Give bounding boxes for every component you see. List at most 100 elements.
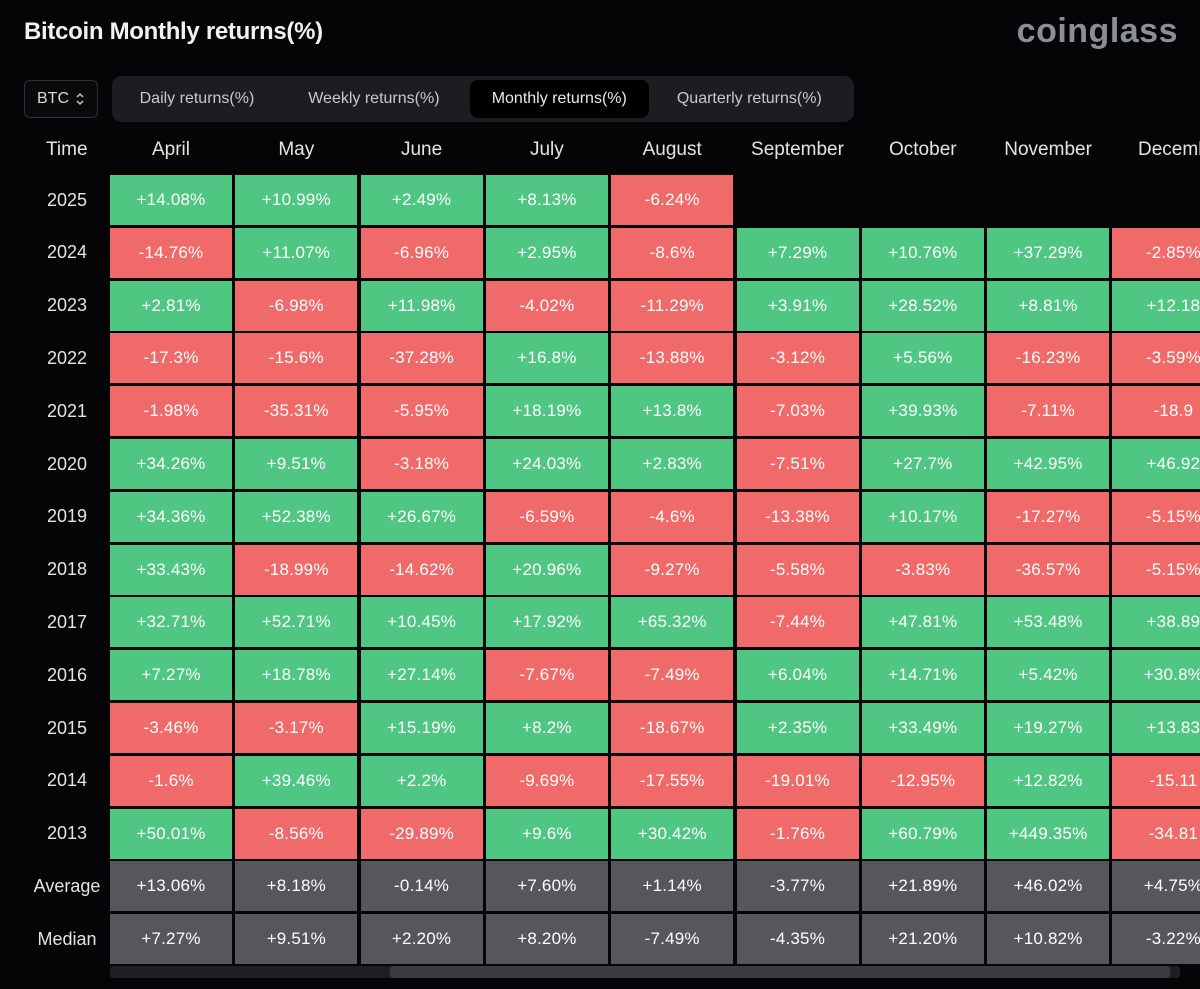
stat-cell: +8.18% xyxy=(235,861,358,912)
return-cell: +39.46% xyxy=(235,755,358,806)
return-cell: -13.88% xyxy=(611,333,734,384)
return-cell: -3.46% xyxy=(110,703,232,753)
return-cell: -1.98% xyxy=(110,386,232,437)
monthly-returns-table: Time April May June July August September Octo… xyxy=(0,128,1200,968)
return-cell: -12.95% xyxy=(861,755,984,806)
return-cell xyxy=(1112,175,1200,225)
return-cell: -2.85% xyxy=(1112,227,1200,278)
month-header[interactable]: April xyxy=(151,139,190,160)
tab-monthly-returns[interactable]: Monthly returns(%) xyxy=(469,80,649,118)
table-row: 2018 +33.43% -18.99% -14.62% +20.96% -9.27% -5… xyxy=(0,544,1200,595)
tab-quarterly-returns[interactable]: Quarterly returns(%) xyxy=(676,90,822,107)
return-cell xyxy=(737,175,859,225)
stat-cell: +21.20% xyxy=(861,914,984,965)
return-cell: +11.98% xyxy=(360,280,483,331)
return-cell: -37.28% xyxy=(360,333,483,384)
stat-row: Median +7.27% +9.51% +2.20% +8.20% -7.49% -4.3… xyxy=(0,914,1200,965)
month-header[interactable]: June xyxy=(400,139,443,160)
return-cell: -7.67% xyxy=(485,650,608,701)
return-cell: +24.03% xyxy=(485,439,608,489)
return-cell: +2.2% xyxy=(360,755,483,806)
year-label: 2013 xyxy=(46,823,88,844)
return-cell: -13.38% xyxy=(736,491,859,542)
stat-cell: +7.60% xyxy=(485,861,608,912)
month-header[interactable]: Decemb xyxy=(1138,139,1200,160)
year-label: 2023 xyxy=(46,295,88,316)
year-label: 2015 xyxy=(46,717,88,738)
return-cell: -17.27% xyxy=(987,491,1110,542)
stat-cell: +7.27% xyxy=(110,914,232,965)
return-cell: +32.71% xyxy=(110,597,232,648)
stat-cell: +2.20% xyxy=(360,914,483,965)
return-cell: +50.01% xyxy=(110,808,232,859)
return-cell: -7.51% xyxy=(736,439,859,489)
return-cell: -5.15% xyxy=(1112,491,1200,542)
return-cell: +9.6% xyxy=(485,808,608,859)
month-header[interactable]: May xyxy=(278,139,315,160)
return-cell: +10.17% xyxy=(861,491,984,542)
tab-daily-returns[interactable]: Daily returns(%) xyxy=(139,90,255,107)
month-header[interactable]: August xyxy=(642,139,702,160)
return-cell: -3.83% xyxy=(861,544,984,595)
return-cell: +13.83 xyxy=(1112,703,1200,753)
return-cell: +38.89 xyxy=(1112,597,1200,648)
table-row: 2020 +34.26% +9.51% -3.18% +24.03% +2.83% -7.5… xyxy=(0,439,1200,489)
return-cell: +16.8% xyxy=(485,333,608,384)
return-cell: +2.35% xyxy=(736,703,859,753)
return-cell: +19.27% xyxy=(987,703,1110,753)
return-cell: +2.83% xyxy=(611,439,734,489)
stat-cell: +21.89% xyxy=(861,861,984,912)
return-cell: +18.78% xyxy=(235,650,358,701)
table-row: 2014 -1.6% +39.46% +2.2% -9.69% -17.55% -19.01… xyxy=(0,755,1200,806)
stat-cell: -3.77% xyxy=(736,861,859,912)
return-cell: +7.27% xyxy=(110,650,232,701)
month-header[interactable]: September xyxy=(751,139,844,160)
month-header[interactable]: October xyxy=(889,139,957,160)
stat-cell: +8.20% xyxy=(485,914,608,965)
return-cell: +13.8% xyxy=(611,386,734,437)
asset-select[interactable]: BTC xyxy=(24,80,98,118)
return-cell: -6.59% xyxy=(485,491,608,542)
return-cell: -15.11 xyxy=(1112,755,1200,806)
return-cell: -5.95% xyxy=(360,386,483,437)
return-cell: -3.18% xyxy=(360,439,483,489)
stat-label: Average xyxy=(33,875,101,896)
year-label: 2021 xyxy=(46,400,88,421)
horizontal-scrollbar[interactable] xyxy=(110,966,1180,978)
return-cell: +3.91% xyxy=(736,280,859,331)
return-cell: +18.19% xyxy=(485,386,608,437)
return-cell: -7.03% xyxy=(736,386,859,437)
return-cell: +12.18 xyxy=(1112,280,1200,331)
return-cell: -18.67% xyxy=(611,703,734,753)
return-cell: -3.17% xyxy=(235,703,358,753)
return-cell: +14.08% xyxy=(110,175,232,225)
return-cell: +37.29% xyxy=(987,227,1110,278)
return-cell: +14.71% xyxy=(861,650,984,701)
return-cell: +47.81% xyxy=(861,597,984,648)
return-cell: -14.62% xyxy=(360,544,483,595)
return-cell: -1.76% xyxy=(736,808,859,859)
return-cell: +42.95% xyxy=(987,439,1110,489)
return-cell: -19.01% xyxy=(736,755,859,806)
table-row: 2015 -3.46% -3.17% +15.19% +8.2% -18.67% +2.35… xyxy=(0,703,1200,753)
stat-cell: +10.82% xyxy=(987,914,1110,965)
stat-cell: -3.22% xyxy=(1112,914,1200,965)
time-column-header[interactable]: Time xyxy=(46,139,88,160)
month-header[interactable]: November xyxy=(1004,139,1092,160)
return-cell: +10.45% xyxy=(360,597,483,648)
month-header[interactable]: July xyxy=(529,139,564,160)
return-cell: -6.96% xyxy=(360,227,483,278)
stat-cell: -0.14% xyxy=(360,861,483,912)
return-cell: +30.8% xyxy=(1112,650,1200,701)
tab-weekly-returns[interactable]: Weekly returns(%) xyxy=(308,90,440,107)
asset-select-value: BTC xyxy=(37,90,69,107)
return-cell: -14.76% xyxy=(110,227,232,278)
scrollbar-thumb[interactable] xyxy=(390,966,1170,978)
table-row: 2019 +34.36% +52.38% +26.67% -6.59% -4.6% -13.… xyxy=(0,491,1200,542)
page-title: Bitcoin Monthly returns(%) xyxy=(24,18,323,45)
return-cell: +2.95% xyxy=(485,227,608,278)
return-cell: +33.49% xyxy=(861,703,984,753)
return-cell: -36.57% xyxy=(987,544,1110,595)
table-row: 2016 +7.27% +18.78% +27.14% -7.67% -7.49% +6.0… xyxy=(0,650,1200,701)
return-cell: +33.43% xyxy=(110,544,232,595)
